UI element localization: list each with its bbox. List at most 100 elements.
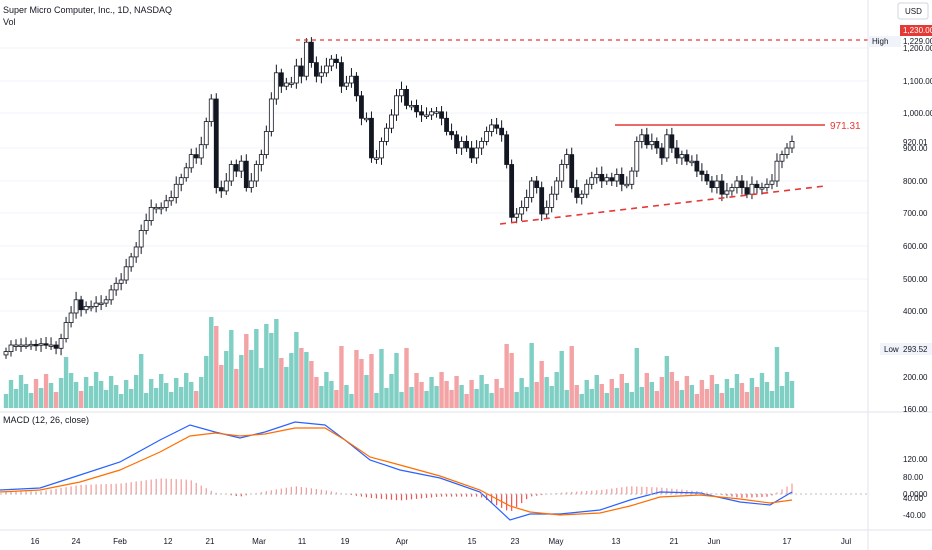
macd-histogram-bar: [430, 494, 433, 498]
macd-histogram-bar: [130, 482, 132, 494]
volume-bar: [544, 377, 549, 408]
volume-bar: [269, 333, 274, 408]
candle-body: [724, 190, 730, 195]
macd-histogram-bar: [165, 478, 167, 494]
macd-histogram-bar: [631, 486, 633, 494]
volume-bar: [634, 348, 640, 408]
macd-histogram-bar: [400, 494, 403, 501]
candle-body: [419, 111, 424, 116]
volume-bar: [13, 389, 19, 408]
candle-body: [73, 299, 79, 314]
x-axis-label: 11: [298, 537, 307, 546]
macd-histogram-bar: [465, 494, 468, 497]
macd-histogram-bar: [751, 494, 753, 498]
macd-histogram-bar: [511, 494, 513, 511]
macd-histogram-bar: [781, 489, 783, 494]
candle-body: [344, 82, 349, 87]
macd-histogram-bar: [516, 494, 518, 508]
macd-histogram-bar: [601, 489, 603, 494]
volume-bar: [18, 375, 24, 408]
volume-bar: [224, 351, 229, 408]
candle-body: [349, 75, 354, 84]
macd-histogram-bar: [280, 488, 282, 494]
macd-histogram-bar: [265, 491, 267, 494]
candle-body: [739, 180, 745, 188]
volume-bar: [654, 391, 660, 408]
macd-histogram-bar: [681, 489, 683, 494]
macd-histogram-bar: [175, 479, 177, 494]
volume-bar: [679, 390, 685, 408]
candle-body: [719, 180, 725, 195]
volume-bar: [754, 387, 760, 408]
volume-bar: [409, 387, 414, 408]
candle-body: [364, 117, 369, 121]
volume-bar: [369, 354, 374, 408]
volume-bar: [184, 373, 189, 408]
macd-line: [0, 421, 793, 521]
macd-histogram-bar: [295, 486, 297, 494]
candle-body: [444, 117, 449, 132]
support-trendline: [499, 185, 826, 225]
volume-bar: [494, 379, 499, 408]
volume-bar: [214, 326, 219, 408]
currency-label[interactable]: USD: [905, 7, 922, 16]
candle-body: [63, 322, 69, 340]
volume-bar: [304, 352, 309, 408]
macd-histogram-bar: [726, 494, 728, 496]
volume-bar: [123, 380, 129, 408]
candle-body: [664, 134, 670, 159]
volume-bar: [349, 394, 354, 408]
macd-label: MACD (12, 26, close): [3, 415, 89, 425]
candle-body: [308, 41, 314, 64]
macd-histogram-bar: [581, 491, 583, 494]
volume-bar: [554, 372, 559, 408]
volume-bar: [764, 382, 770, 408]
volume-bar: [379, 349, 384, 408]
volume-bar: [174, 378, 179, 408]
volume-bar: [334, 390, 339, 408]
candle-body: [8, 344, 14, 352]
macd-histogram-bar: [686, 490, 688, 494]
macd-histogram-bar: [460, 494, 463, 497]
x-axis-label: 21: [206, 537, 215, 546]
volume-bar: [599, 384, 604, 408]
macd-histogram-bar: [95, 484, 97, 494]
candle-body: [193, 154, 199, 159]
price-tick-label: 200.00: [903, 373, 928, 382]
macd-histogram-bar: [270, 490, 272, 494]
candle-body: [143, 220, 149, 231]
volume-bar: [319, 386, 324, 408]
macd-histogram: [5, 478, 793, 511]
candle-body: [484, 131, 490, 142]
candle-body: [499, 127, 505, 136]
macd-histogram-bar: [561, 492, 563, 494]
volume-bar: [479, 375, 484, 408]
candle-body: [424, 114, 429, 117]
volume-bar: [774, 347, 780, 408]
macd-histogram-bar: [135, 481, 137, 494]
volume-bar: [484, 384, 489, 408]
candle-body: [228, 164, 234, 182]
currency-box[interactable]: [897, 2, 929, 20]
macd-histogram-bar: [641, 486, 643, 494]
volume-bar: [148, 379, 154, 408]
macd-histogram-bar: [300, 487, 302, 494]
candle-body: [584, 183, 590, 195]
candle-body: [178, 177, 184, 185]
macd-histogram-bar: [185, 479, 187, 494]
price-tick-label: 160.00: [903, 405, 928, 414]
volume-bar: [684, 376, 690, 408]
macd-histogram-bar: [360, 494, 363, 497]
candle-body: [779, 154, 785, 162]
candle-body: [754, 183, 760, 189]
macd-histogram-bar: [596, 490, 598, 494]
candle-body: [594, 173, 600, 179]
candle-body: [374, 157, 379, 160]
price-tick-label: 500.00: [903, 275, 928, 284]
candle-body: [769, 180, 775, 185]
macd-histogram-bar: [305, 487, 307, 494]
volume-bar: [244, 334, 249, 408]
x-axis-label: 17: [783, 537, 792, 546]
candle-body: [574, 187, 580, 198]
candle-body: [464, 140, 469, 149]
